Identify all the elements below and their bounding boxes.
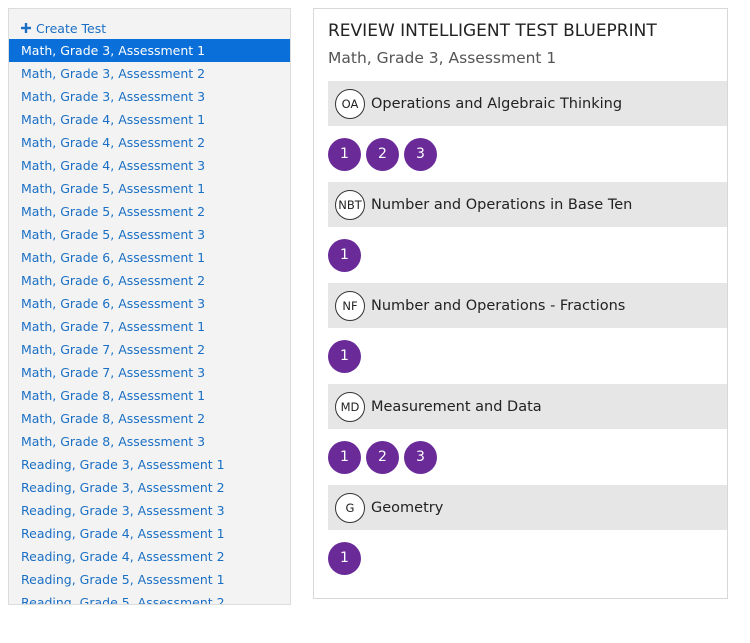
section-code: G	[335, 492, 365, 523]
section-code: OA	[335, 88, 365, 119]
test-item[interactable]: Reading, Grade 5, Assessment 2	[21, 595, 225, 605]
item-badge[interactable]: 1	[328, 541, 361, 575]
badge-row: 1	[328, 227, 727, 283]
badge-row: 1	[328, 530, 727, 586]
test-item[interactable]: Math, Grade 3, Assessment 3	[21, 89, 206, 104]
panel-title: REVIEW INTELLIGENT TEST BLUEPRINT	[328, 21, 657, 41]
test-item[interactable]: Math, Grade 6, Assessment 2	[21, 273, 206, 288]
item-badge[interactable]: 2	[366, 137, 399, 171]
test-item[interactable]: Math, Grade 8, Assessment 1	[21, 388, 206, 403]
section-name: Measurement and Data	[371, 398, 542, 415]
section-name: Number and Operations in Base Ten	[371, 196, 633, 213]
test-item[interactable]: Math, Grade 5, Assessment 1	[21, 181, 206, 196]
test-item[interactable]: Reading, Grade 3, Assessment 2	[21, 480, 225, 495]
plus-icon	[21, 23, 31, 33]
test-item[interactable]: Math, Grade 3, Assessment 2	[21, 66, 206, 81]
create-test[interactable]: Create Test	[9, 17, 290, 39]
create-label[interactable]: Create Test	[36, 20, 107, 36]
test-item[interactable]: Math, Grade 7, Assessment 1	[21, 319, 206, 334]
test-item[interactable]: Math, Grade 7, Assessment 3	[21, 365, 206, 380]
item-badge[interactable]: 3	[404, 137, 437, 171]
item-badge[interactable]: 2	[366, 440, 399, 474]
test-item[interactable]: Reading, Grade 3, Assessment 1	[21, 457, 225, 472]
test-item[interactable]: Math, Grade 4, Assessment 2	[21, 135, 206, 150]
item-badge[interactable]: 1	[328, 440, 361, 474]
section-header: G Geometry	[328, 485, 727, 530]
panel-subtitle: Math, Grade 3, Assessment 1	[328, 49, 557, 67]
test-list: Math, Grade 3, Assessment 1 Math, Grade 3…	[9, 39, 290, 605]
section-name: Operations and Algebraic Thinking	[371, 95, 623, 112]
test-item[interactable]: Reading, Grade 3, Assessment 3	[21, 503, 225, 518]
section-header: MD Measurement and Data	[328, 384, 727, 429]
section-header: OA Operations and Algebraic Thinking	[328, 81, 727, 126]
item-badge[interactable]: 3	[404, 440, 437, 474]
section-name: Number and Operations - Fractions	[371, 297, 626, 314]
test-item[interactable]: Math, Grade 3, Assessment 1	[9, 39, 290, 62]
test-item[interactable]: Reading, Grade 4, Assessment 2	[21, 549, 225, 564]
section-header: NF Number and Operations - Fractions	[328, 283, 727, 328]
test-item[interactable]: Math, Grade 5, Assessment 2	[21, 204, 206, 219]
test-item[interactable]: Math, Grade 5, Assessment 3	[21, 227, 206, 242]
section-code: MD	[335, 391, 365, 422]
test-item[interactable]: Math, Grade 4, Assessment 3	[21, 158, 206, 173]
test-item[interactable]: Math, Grade 7, Assessment 2	[21, 342, 206, 357]
item-badge[interactable]: 1	[328, 238, 361, 272]
test-item[interactable]: Math, Grade 6, Assessment 3	[21, 296, 206, 311]
test-item[interactable]: Reading, Grade 5, Assessment 1	[21, 572, 225, 587]
item-badge[interactable]: 1	[328, 137, 361, 171]
test-item[interactable]: Reading, Grade 4, Assessment 1	[21, 526, 225, 541]
sections: OA Operations and Algebraic Thinking 1 2 3 NB…	[328, 81, 727, 586]
test-item[interactable]: Math, Grade 8, Assessment 2	[21, 411, 206, 426]
test-item[interactable]: Math, Grade 6, Assessment 1	[21, 250, 206, 265]
test-item[interactable]: Math, Grade 8, Assessment 3	[21, 434, 206, 449]
badge-row: 1	[328, 328, 727, 384]
item-badge[interactable]: 1	[328, 339, 361, 373]
test-item[interactable]: Math, Grade 4, Assessment 1	[21, 112, 206, 127]
section-name: Geometry	[371, 499, 444, 516]
section-code: NBT	[335, 189, 365, 220]
section-header: NBT Number and Operations in Base Ten	[328, 182, 727, 227]
blueprint-panel: REVIEW INTELLIGENT TEST BLUEPRINT Math, …	[313, 8, 728, 599]
section-code: NF	[335, 290, 365, 321]
